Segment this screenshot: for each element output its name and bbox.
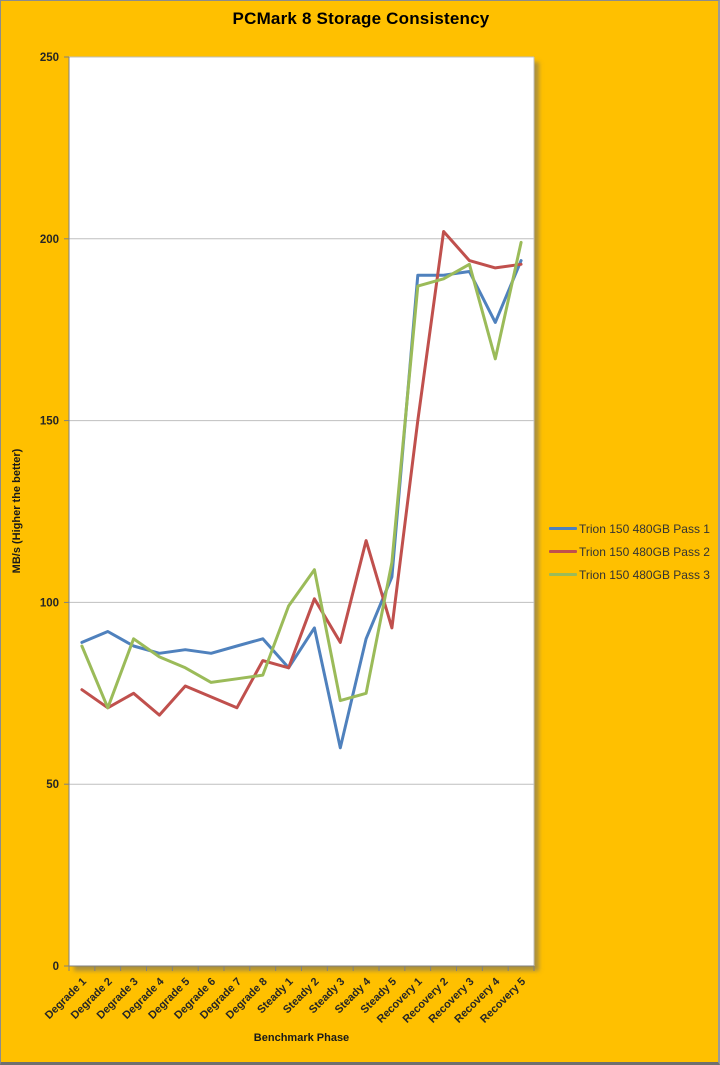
- y-tick-label-50: 50: [46, 779, 59, 791]
- chart-title: PCMark 8 Storage Consistency: [232, 9, 490, 28]
- plot-area: [69, 57, 534, 966]
- legend: Trion 150 480GB Pass 1 Trion 150 480GB Pa…: [549, 517, 710, 586]
- y-axis-title: MB/s (Higher the better): [11, 448, 23, 574]
- legend-item-pass-3: Trion 150 480GB Pass 3: [549, 563, 710, 586]
- y-tick-label-100: 100: [40, 597, 59, 609]
- y-tick-label-250: 250: [40, 52, 59, 64]
- legend-swatch: [549, 573, 577, 576]
- legend-swatch: [549, 550, 577, 553]
- y-tick-label-150: 150: [40, 416, 59, 428]
- legend-label: Trion 150 480GB Pass 2: [579, 544, 710, 559]
- series-line-pass-3: [80, 240, 523, 710]
- series-line-pass-1: [80, 259, 523, 750]
- legend-swatch: [549, 527, 577, 530]
- series-line-pass-2: [80, 230, 523, 717]
- y-tick-label-0: 0: [53, 961, 59, 973]
- legend-label: Trion 150 480GB Pass 3: [579, 567, 710, 582]
- y-tick-label-200: 200: [40, 234, 59, 246]
- legend-item-pass-1: Trion 150 480GB Pass 1: [549, 517, 710, 540]
- legend-label: Trion 150 480GB Pass 1: [579, 521, 710, 536]
- x-axis-title: Benchmark Phase: [253, 1032, 350, 1044]
- legend-item-pass-2: Trion 150 480GB Pass 2: [549, 540, 710, 563]
